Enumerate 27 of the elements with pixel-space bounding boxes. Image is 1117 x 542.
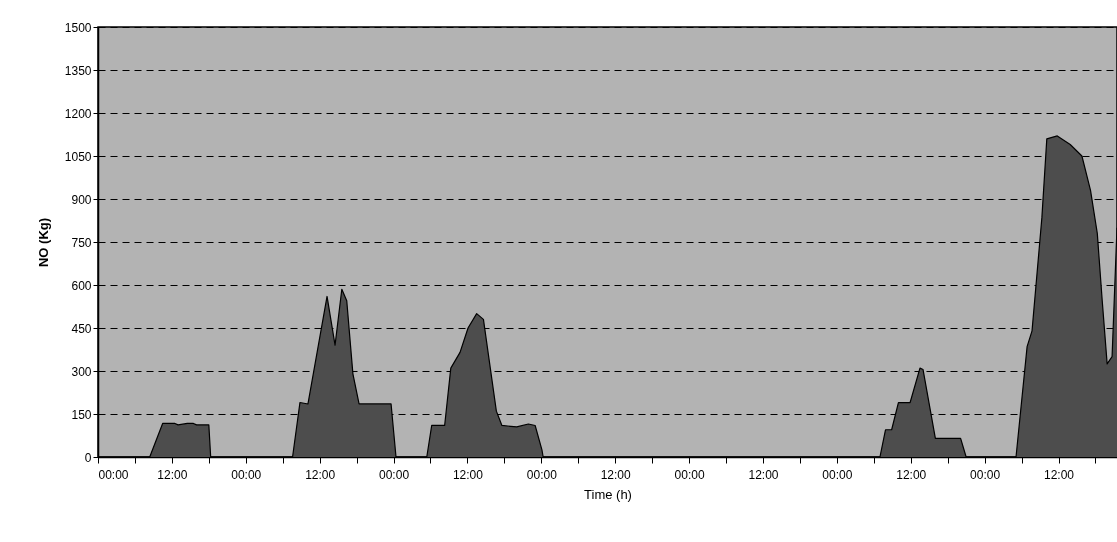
x-tick-label: 12:00 (1043, 467, 1075, 482)
y-tick-label: 600 (71, 278, 92, 293)
y-tick-label: 1350 (64, 63, 92, 78)
y-tick-label: 1050 (64, 149, 92, 164)
x-tick-label: 12:00 (748, 467, 779, 482)
x-tick-label: 12:00 (305, 467, 336, 482)
x-tick-label: 00:00 (379, 467, 410, 482)
y-tick-label: 300 (71, 364, 92, 379)
y-axis-title: NO (Kg) (35, 217, 51, 268)
y-tick-label: 450 (71, 321, 92, 336)
y-tick-label: 900 (71, 192, 92, 207)
x-tick-label: 00:00 (822, 467, 853, 482)
y-tick-label: 1200 (64, 106, 92, 121)
x-tick-label: 12:00 (157, 467, 188, 482)
x-tick-label: 00:00 (231, 467, 262, 482)
x-axis-title: Time (h) (584, 486, 632, 502)
x-tick-label: 12:00 (452, 467, 484, 482)
x-tick-label: 00:00 (970, 467, 1001, 482)
x-tick-label: 00:00 (526, 467, 558, 482)
y-tick-label: 750 (71, 235, 92, 250)
x-tick-label: 12:00 (896, 467, 927, 482)
x-tick-label: 00:00 (674, 467, 705, 482)
y-tick-label: 0 (84, 450, 92, 465)
y-tick-label: 1500 (64, 20, 92, 35)
x-tick-label: 00:00 (98, 467, 129, 482)
y-tick-label: 150 (71, 407, 92, 422)
x-tick-label: 12:00 (600, 467, 632, 482)
